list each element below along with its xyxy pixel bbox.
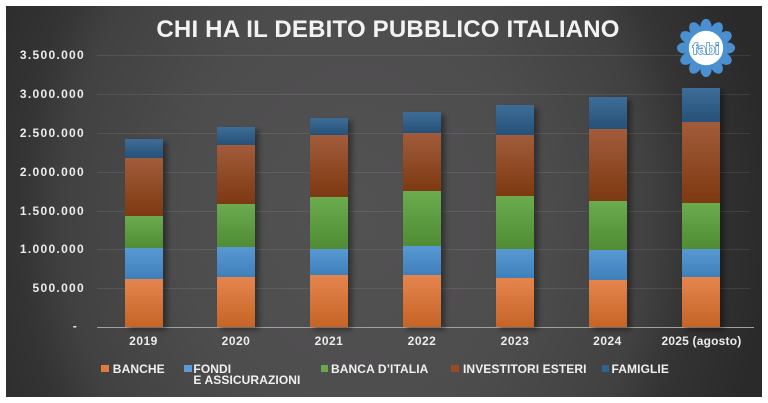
svg-text:fabi: fabi [693, 41, 720, 58]
